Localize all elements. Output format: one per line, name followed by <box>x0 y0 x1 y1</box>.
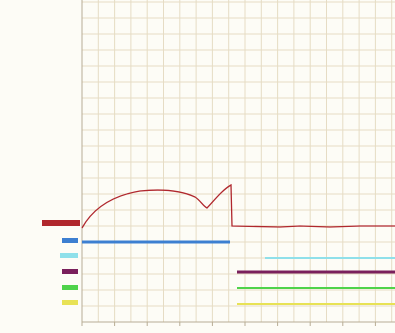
channel-chip[interactable] <box>60 253 78 258</box>
channel-chip[interactable] <box>62 269 78 274</box>
trace <box>81 183 395 229</box>
channel-chip[interactable] <box>62 285 78 290</box>
channel-chip[interactable] <box>42 220 80 226</box>
channel-chip[interactable] <box>62 238 78 243</box>
channel-chip[interactable] <box>62 300 78 305</box>
